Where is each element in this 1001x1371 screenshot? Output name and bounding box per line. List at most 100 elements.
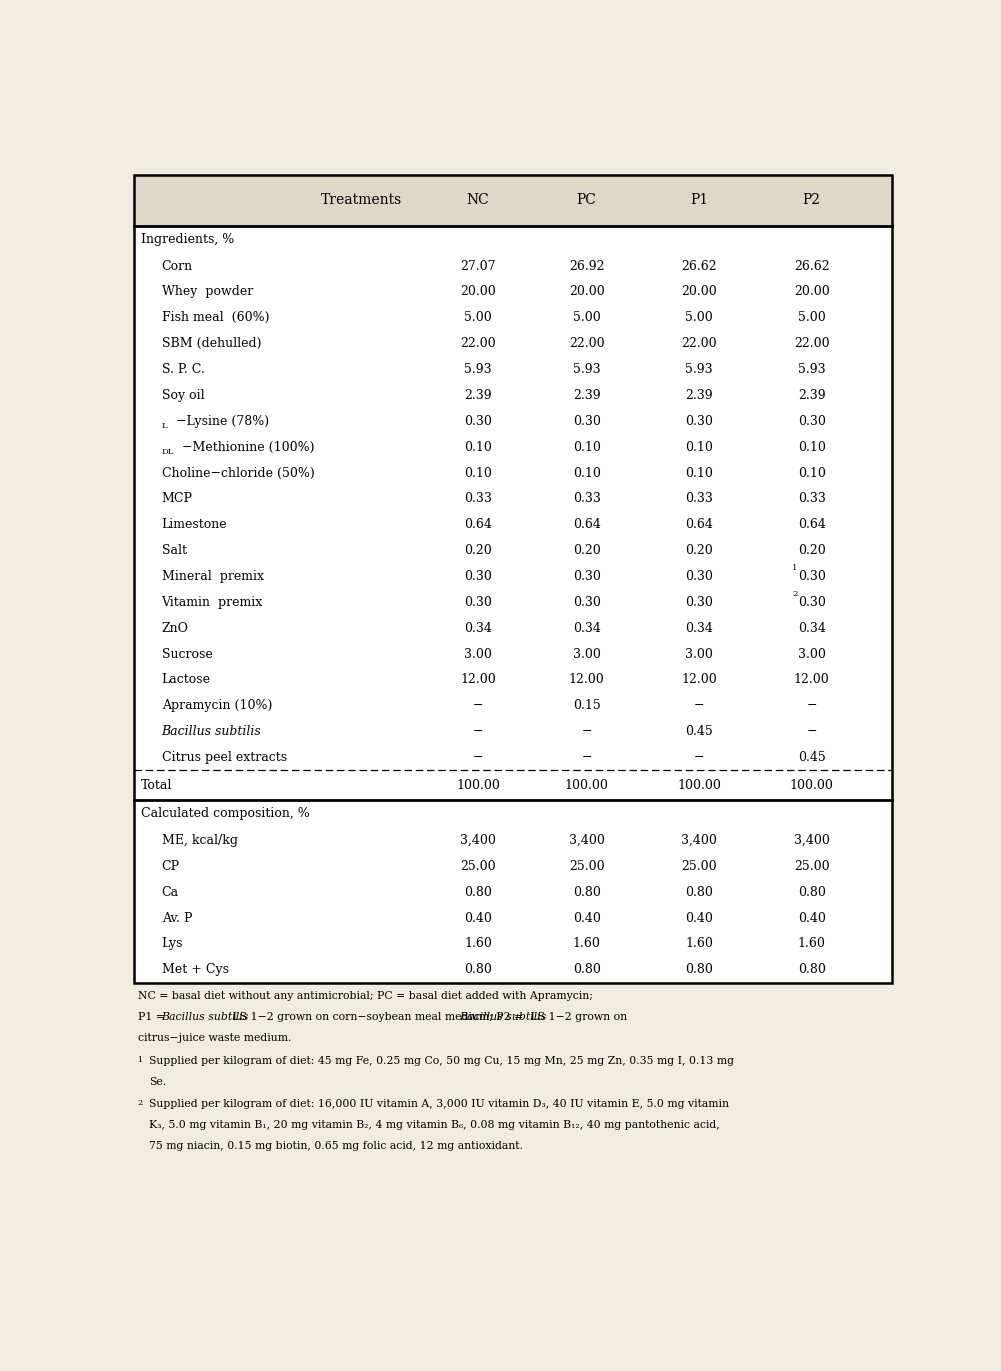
Text: Bacillus subtilis: Bacillus subtilis — [161, 1012, 248, 1023]
Text: 5.93: 5.93 — [798, 363, 826, 376]
Text: SBM (dehulled): SBM (dehulled) — [161, 337, 261, 350]
Text: 0.80: 0.80 — [464, 886, 492, 898]
Text: 22.00: 22.00 — [460, 337, 495, 350]
Text: 1.60: 1.60 — [686, 938, 713, 950]
Text: ME, kcal/kg: ME, kcal/kg — [161, 834, 237, 847]
Text: Supplied per kilogram of diet: 45 mg Fe, 0.25 mg Co, 50 mg Cu, 15 mg Mn, 25 mg Z: Supplied per kilogram of diet: 45 mg Fe,… — [149, 1056, 734, 1065]
Text: −: − — [694, 751, 705, 764]
Text: citrus−juice waste medium.: citrus−juice waste medium. — [137, 1034, 291, 1043]
Text: 0.10: 0.10 — [686, 440, 713, 454]
Text: −: − — [582, 751, 592, 764]
Text: 0.64: 0.64 — [686, 518, 713, 532]
Text: DL: DL — [161, 448, 174, 455]
Text: 0.30: 0.30 — [573, 570, 601, 583]
Text: 12.00: 12.00 — [569, 673, 605, 687]
Text: P2: P2 — [803, 193, 821, 207]
Bar — [134, 175, 892, 983]
Text: 100.00: 100.00 — [790, 779, 834, 792]
Text: 2.39: 2.39 — [464, 389, 491, 402]
Text: 22.00: 22.00 — [794, 337, 830, 350]
Text: −Methionine (100%): −Methionine (100%) — [182, 440, 314, 454]
Text: Calculated composition, %: Calculated composition, % — [140, 808, 309, 820]
Text: 3.00: 3.00 — [573, 647, 601, 661]
Text: ZnO: ZnO — [161, 621, 188, 635]
Text: 1: 1 — [793, 565, 798, 572]
Text: 26.92: 26.92 — [569, 259, 605, 273]
Text: 100.00: 100.00 — [565, 779, 609, 792]
Text: 27.07: 27.07 — [460, 259, 495, 273]
Text: 3,400: 3,400 — [682, 834, 717, 847]
Text: 25.00: 25.00 — [794, 860, 830, 873]
Text: 0.30: 0.30 — [573, 596, 601, 609]
Text: S. P. C.: S. P. C. — [161, 363, 204, 376]
Text: 0.33: 0.33 — [686, 492, 713, 506]
Text: 0.34: 0.34 — [573, 621, 601, 635]
Text: 5.93: 5.93 — [464, 363, 491, 376]
Text: 0.10: 0.10 — [573, 466, 601, 480]
Text: Vitamin  premix: Vitamin premix — [161, 596, 263, 609]
Text: 0.33: 0.33 — [573, 492, 601, 506]
Text: −Lysine (78%): −Lysine (78%) — [175, 415, 268, 428]
Text: Mineral  premix: Mineral premix — [161, 570, 263, 583]
Text: 0.30: 0.30 — [464, 570, 492, 583]
Text: Corn: Corn — [161, 259, 193, 273]
Text: Lys: Lys — [161, 938, 183, 950]
Text: 0.20: 0.20 — [686, 544, 713, 557]
Text: LS 1−2 grown on corn−soybean meal medium; P2 =: LS 1−2 grown on corn−soybean meal medium… — [229, 1012, 527, 1023]
Text: −: − — [472, 725, 483, 738]
Text: 0.10: 0.10 — [798, 440, 826, 454]
Text: 2: 2 — [793, 590, 798, 598]
Text: 3.00: 3.00 — [686, 647, 713, 661]
Text: Av. P: Av. P — [161, 912, 192, 924]
Text: 0.30: 0.30 — [573, 415, 601, 428]
Text: 75 mg niacin, 0.15 mg biotin, 0.65 mg folic acid, 12 mg antioxidant.: 75 mg niacin, 0.15 mg biotin, 0.65 mg fo… — [149, 1141, 524, 1152]
Text: 0.64: 0.64 — [798, 518, 826, 532]
Text: Total: Total — [140, 779, 172, 792]
Text: 0.10: 0.10 — [798, 466, 826, 480]
Text: 100.00: 100.00 — [456, 779, 500, 792]
Text: 22.00: 22.00 — [682, 337, 717, 350]
Text: Whey  powder: Whey powder — [161, 285, 253, 299]
Text: PC: PC — [577, 193, 597, 207]
Text: 0.64: 0.64 — [464, 518, 492, 532]
Text: 0.40: 0.40 — [464, 912, 492, 924]
Text: 26.62: 26.62 — [794, 259, 830, 273]
Text: 0.40: 0.40 — [798, 912, 826, 924]
Text: 20.00: 20.00 — [794, 285, 830, 299]
Text: 0.20: 0.20 — [464, 544, 491, 557]
Text: Sucrose: Sucrose — [161, 647, 212, 661]
Text: NC: NC — [466, 193, 489, 207]
Text: CP: CP — [161, 860, 180, 873]
Text: NC = basal diet without any antimicrobial; PC = basal diet added with Apramycin;: NC = basal diet without any antimicrobia… — [137, 991, 593, 1001]
Text: 0.30: 0.30 — [464, 596, 492, 609]
Text: −: − — [472, 751, 483, 764]
Text: 1.60: 1.60 — [573, 938, 601, 950]
Text: 0.30: 0.30 — [686, 596, 713, 609]
Text: 0.30: 0.30 — [798, 415, 826, 428]
Text: −: − — [807, 725, 817, 738]
Text: 25.00: 25.00 — [682, 860, 717, 873]
Text: 25.00: 25.00 — [569, 860, 605, 873]
Text: −: − — [582, 725, 592, 738]
Text: Supplied per kilogram of diet: 16,000 IU vitamin A, 3,000 IU vitamin D₃, 40 IU v: Supplied per kilogram of diet: 16,000 IU… — [149, 1098, 729, 1109]
Text: 0.80: 0.80 — [464, 964, 492, 976]
Text: 3.00: 3.00 — [798, 647, 826, 661]
Text: −: − — [472, 699, 483, 713]
Text: −: − — [807, 699, 817, 713]
Text: 0.45: 0.45 — [686, 725, 713, 738]
Text: 3.00: 3.00 — [464, 647, 492, 661]
Text: 0.10: 0.10 — [464, 466, 492, 480]
Text: 5.00: 5.00 — [464, 311, 491, 325]
Text: 0.30: 0.30 — [798, 596, 826, 609]
Text: Ca: Ca — [161, 886, 179, 898]
Text: 20.00: 20.00 — [569, 285, 605, 299]
Text: 12.00: 12.00 — [460, 673, 495, 687]
Text: Ingredients, %: Ingredients, % — [140, 233, 234, 245]
Text: 0.80: 0.80 — [686, 886, 713, 898]
Text: 0.40: 0.40 — [573, 912, 601, 924]
Text: Met + Cys: Met + Cys — [161, 964, 228, 976]
Text: 0.34: 0.34 — [464, 621, 492, 635]
Text: 0.80: 0.80 — [573, 886, 601, 898]
Text: 12.00: 12.00 — [682, 673, 717, 687]
Text: 0.33: 0.33 — [798, 492, 826, 506]
